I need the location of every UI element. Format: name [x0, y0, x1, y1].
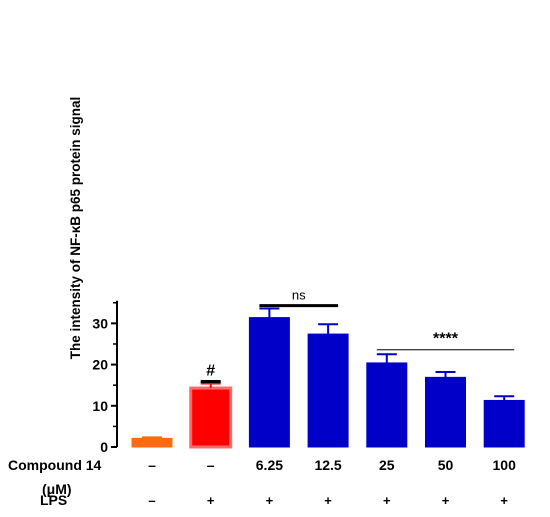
lps-value: +	[500, 493, 508, 508]
bar	[189, 386, 233, 449]
compound-value: 12.5	[314, 457, 341, 473]
lps-value: +	[383, 493, 391, 508]
significance-label: #	[206, 362, 215, 379]
compound-value: 100	[493, 457, 517, 473]
lps-row-label: LPS	[40, 492, 67, 508]
significance-label: ****	[433, 331, 459, 348]
lps-value: –	[148, 493, 155, 508]
condition-labels: Compound 14 (μM)LPS – – 6.25 12.5 25 50 100 – + + + +…	[8, 457, 516, 508]
axes: 0 10 20 30	[92, 300, 118, 455]
y-tick-label: 20	[92, 357, 108, 373]
bar	[366, 362, 408, 448]
compound-unit-label: (μM)	[42, 481, 72, 497]
significance-label: ns	[292, 288, 306, 303]
bar	[483, 399, 525, 448]
lps-value: +	[442, 493, 450, 508]
bar	[131, 437, 173, 448]
y-tick-label: 30	[92, 315, 108, 331]
y-tick-label: 10	[92, 398, 108, 414]
compound-value: 6.25	[256, 457, 283, 473]
lps-value: +	[207, 493, 215, 508]
compound-value: –	[148, 457, 156, 473]
compound-value: 25	[379, 457, 395, 473]
bar	[307, 333, 349, 448]
compound-value: 50	[438, 457, 454, 473]
bar	[248, 317, 290, 448]
bars	[131, 307, 525, 449]
significance-annotations: # ns ****	[200, 288, 515, 383]
bar	[425, 376, 466, 448]
y-tick-label: 0	[100, 439, 108, 455]
compound-row-label: Compound 14	[8, 457, 102, 473]
lps-value: +	[266, 493, 274, 508]
lps-value: +	[324, 493, 332, 508]
y-axis-title: The intensity of NF-κB p65 protein signa…	[68, 97, 83, 360]
compound-value: –	[207, 457, 215, 473]
